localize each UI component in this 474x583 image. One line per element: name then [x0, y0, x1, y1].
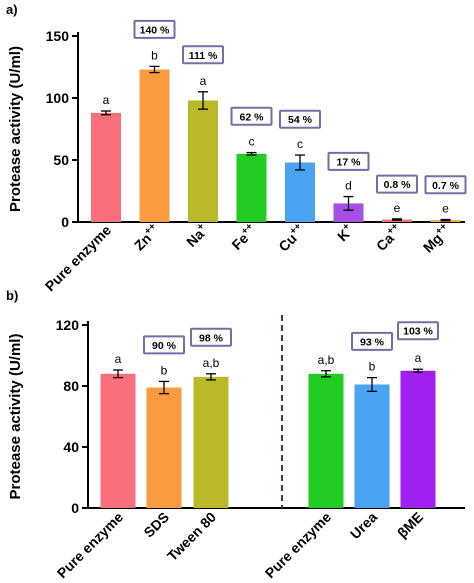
bar	[285, 162, 315, 222]
panel-label: b)	[6, 288, 18, 303]
x-tick-label: Ca++	[372, 221, 405, 254]
bar	[91, 112, 121, 222]
x-tick-label: SDS	[140, 509, 172, 541]
y-axis-label: Protease activity (U/ml)	[7, 46, 24, 212]
bar	[146, 387, 182, 508]
relative-activity-label: 98 %	[199, 332, 224, 344]
bar	[193, 376, 229, 508]
x-tick-label: Mg++	[419, 221, 454, 256]
bar	[354, 384, 390, 508]
x-tick-label: Tween 80	[164, 509, 219, 564]
significance-label: c	[249, 135, 255, 149]
x-tick-label: Pure enzyme	[54, 509, 127, 582]
relative-activity-label: 0.8 %	[384, 179, 412, 191]
relative-activity-box	[190, 327, 232, 347]
relative-activity-box	[133, 19, 176, 39]
significance-label: b	[151, 48, 158, 62]
panel-label: a)	[6, 2, 18, 17]
relative-activity-label: 93 %	[360, 336, 385, 348]
y-tick-label: 40	[63, 439, 79, 455]
significance-label: a	[200, 74, 207, 88]
y-tick-label: 100	[46, 90, 70, 106]
bar	[400, 370, 436, 508]
x-tick-label: Zn++	[130, 221, 162, 253]
significance-label: a,b	[203, 356, 220, 370]
relative-activity-label: 62 %	[240, 111, 265, 123]
relative-activity-box	[327, 151, 370, 171]
bar	[308, 373, 344, 508]
relative-activity-box	[143, 335, 185, 355]
x-tick-label: Pure enzyme	[262, 509, 335, 582]
y-tick-label: 120	[56, 317, 80, 333]
significance-label: e	[442, 202, 449, 216]
y-tick-label: 80	[63, 378, 79, 394]
y-tick-label: 50	[53, 152, 69, 168]
significance-label: b	[369, 360, 376, 374]
bar	[333, 203, 364, 222]
significance-label: a,b	[318, 353, 335, 367]
x-tick-label: Pure enzyme	[42, 222, 115, 295]
panel-b: b) Protease activity (U/ml) 0 40 80 120 a Pure …	[6, 288, 465, 581]
bar	[236, 153, 267, 222]
significance-label: b	[161, 363, 168, 377]
relative-activity-box	[182, 45, 224, 65]
y-tick-label: 150	[46, 28, 70, 44]
significance-label: a	[115, 352, 122, 366]
relative-activity-label: 54 %	[288, 114, 313, 126]
relative-activity-label: 103 %	[403, 326, 433, 338]
significance-label: a	[415, 351, 422, 365]
x-tick-label: Cu++	[275, 221, 309, 255]
relative-activity-label: 90 %	[152, 340, 177, 352]
relative-activity-label: 111 %	[189, 50, 218, 62]
x-tick-label: K+	[333, 221, 356, 244]
x-tick-label: Na+	[182, 221, 211, 250]
significance-label: e	[394, 201, 401, 215]
relative-activity-box	[424, 175, 467, 195]
relative-activity-box	[397, 321, 439, 341]
significance-label: d	[345, 179, 352, 193]
relative-activity-label: 140 %	[140, 24, 170, 36]
bar	[100, 373, 136, 508]
x-tick-label: Urea	[347, 509, 380, 542]
relative-activity-box	[230, 106, 273, 126]
x-tick-label: Fe++	[228, 221, 260, 253]
y-tick-label: 0	[71, 500, 79, 516]
relative-activity-label: 0.7 %	[432, 180, 460, 192]
panel-a: a) Protease activity (U/ml) 0 50 100 150 a Pure…	[6, 2, 467, 295]
relative-activity-box	[376, 174, 418, 194]
y-tick-label: 0	[61, 214, 69, 230]
y-axis-label: Protease activity (U/ml)	[7, 334, 24, 500]
significance-label: a	[103, 93, 110, 107]
significance-label: c	[297, 137, 303, 151]
relative-activity-label: 17 %	[337, 156, 362, 168]
x-tick-label: βME	[394, 509, 426, 541]
bar	[139, 69, 170, 222]
bar	[188, 100, 218, 222]
relative-activity-box	[351, 331, 393, 351]
relative-activity-box	[279, 109, 321, 129]
